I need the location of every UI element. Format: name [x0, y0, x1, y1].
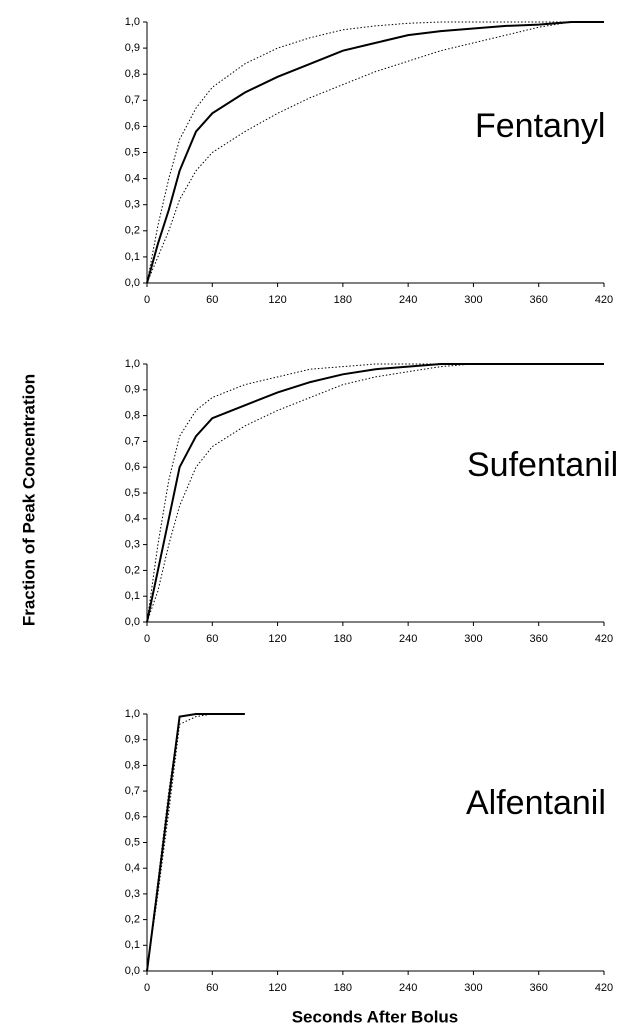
x-tick-label: 60 — [206, 633, 218, 645]
y-axis-label: Fraction of Peak Concentration — [19, 374, 38, 626]
y-tick-label: 0,6 — [125, 461, 140, 473]
y-tick-label: 1,0 — [125, 708, 140, 720]
x-tick-label: 420 — [595, 294, 613, 306]
x-tick-label: 0 — [144, 982, 150, 994]
y-tick-label: 0,9 — [125, 734, 140, 746]
y-tick-label: 0,3 — [125, 539, 140, 551]
x-tick-label: 240 — [399, 633, 417, 645]
y-tick-label: 0,6 — [125, 811, 140, 823]
x-tick-label: 360 — [530, 633, 548, 645]
y-tick-label: 0,3 — [125, 199, 140, 211]
x-tick-label: 240 — [399, 294, 417, 306]
x-tick-label: 60 — [206, 294, 218, 306]
x-tick-label: 300 — [464, 982, 482, 994]
x-axis-label: Seconds After Bolus — [292, 1007, 459, 1026]
band-line — [146, 713, 213, 972]
x-tick-label: 120 — [268, 982, 286, 994]
drug-label: Alfentanil — [466, 784, 606, 822]
band-line — [146, 363, 604, 623]
y-tick-label: 0,5 — [125, 836, 140, 848]
y-tick-label: 0,5 — [125, 487, 140, 499]
mean-line — [146, 713, 245, 972]
x-tick-label: 360 — [530, 294, 548, 306]
y-tick-label: 0,7 — [125, 94, 140, 106]
x-tick-label: 420 — [595, 633, 613, 645]
x-tick-label: 60 — [206, 982, 218, 994]
y-tick-label: 0,8 — [125, 410, 140, 422]
y-tick-label: 0,2 — [125, 564, 140, 576]
y-tick-label: 0,0 — [125, 965, 140, 977]
y-tick-label: 0,1 — [125, 251, 140, 263]
y-tick-label: 0,6 — [125, 120, 140, 132]
y-tick-label: 0,9 — [125, 42, 140, 54]
y-tick-label: 0,4 — [125, 173, 140, 185]
x-tick-label: 180 — [334, 982, 352, 994]
x-tick-label: 360 — [530, 982, 548, 994]
y-tick-label: 0,8 — [125, 68, 140, 80]
y-tick-label: 0,2 — [125, 914, 140, 926]
drug-label: Fentanyl — [475, 107, 605, 145]
y-tick-label: 0,3 — [125, 888, 140, 900]
x-tick-label: 120 — [268, 294, 286, 306]
x-tick-label: 300 — [464, 633, 482, 645]
y-tick-label: 0,4 — [125, 862, 140, 874]
drug-label: Sufentanil — [467, 446, 618, 484]
x-tick-label: 0 — [144, 633, 150, 645]
x-tick-label: 240 — [399, 982, 417, 994]
y-tick-label: 0,2 — [125, 225, 140, 237]
y-tick-label: 1,0 — [125, 358, 140, 370]
y-tick-label: 0,0 — [125, 277, 140, 289]
band-line — [146, 713, 213, 972]
y-tick-label: 0,7 — [125, 785, 140, 797]
band-line — [146, 21, 604, 284]
band-line — [146, 21, 604, 284]
mean-line — [146, 363, 604, 623]
y-tick-label: 0,9 — [125, 384, 140, 396]
mean-line — [146, 21, 604, 284]
x-tick-label: 180 — [334, 294, 352, 306]
y-tick-label: 0,4 — [125, 513, 140, 525]
y-tick-label: 0,5 — [125, 146, 140, 158]
y-tick-label: 1,0 — [125, 16, 140, 28]
y-tick-label: 0,1 — [125, 590, 140, 602]
x-tick-label: 180 — [334, 633, 352, 645]
y-tick-label: 0,7 — [125, 435, 140, 447]
y-tick-label: 0,0 — [125, 616, 140, 628]
y-tick-label: 0,1 — [125, 939, 140, 951]
x-tick-label: 120 — [268, 633, 286, 645]
x-tick-label: 0 — [144, 294, 150, 306]
band-line — [146, 363, 604, 623]
y-tick-label: 0,8 — [125, 759, 140, 771]
x-tick-label: 420 — [595, 982, 613, 994]
x-tick-label: 300 — [464, 294, 482, 306]
